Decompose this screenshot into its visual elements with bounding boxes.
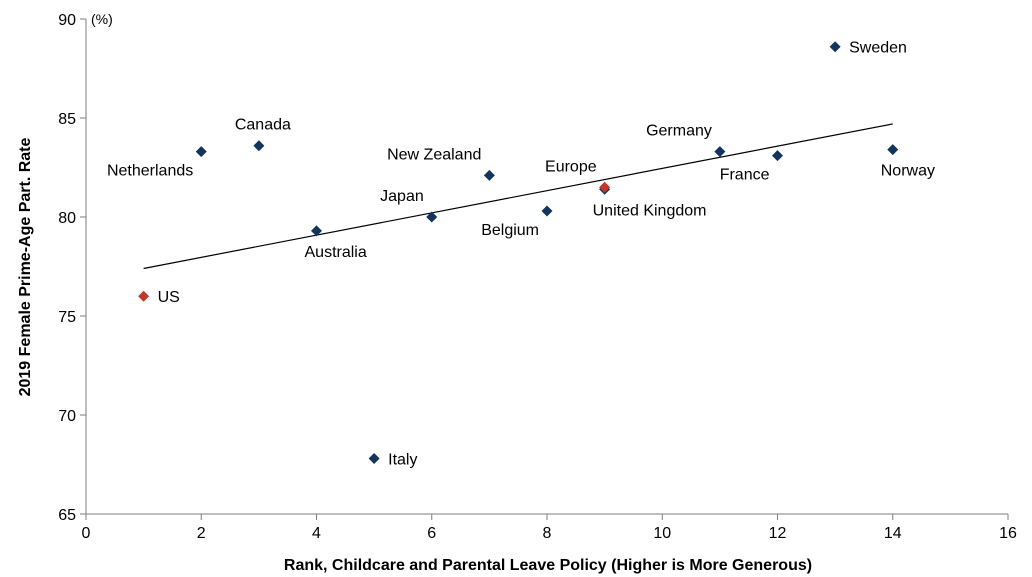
y-tick-label: 90: [58, 12, 76, 29]
point-label-europe: Europe: [545, 158, 597, 175]
y-tick-label: 65: [58, 507, 76, 524]
x-tick-label: 16: [999, 525, 1017, 542]
point-label-new-zealand: New Zealand: [387, 146, 481, 163]
y-tick-label: 80: [58, 210, 76, 227]
data-point-netherlands: [195, 146, 207, 158]
data-point-germany: [714, 146, 726, 158]
point-label-australia: Australia: [305, 244, 367, 261]
point-label-netherlands: Netherlands: [107, 163, 193, 180]
trendline-group: [143, 123, 893, 270]
data-point-belgium: [541, 205, 553, 217]
point-label-france: France: [720, 167, 770, 184]
y-axis-title: 2019 Female Prime-Age Part. Rate: [17, 138, 34, 397]
point-label-belgium: Belgium: [481, 222, 539, 239]
x-tick-label: 12: [769, 525, 787, 542]
y-unit-label: (%): [91, 11, 113, 27]
point-label-germany: Germany: [646, 123, 712, 140]
data-point-australia: [311, 225, 322, 237]
point-label-canada: Canada: [235, 117, 291, 134]
y-axis: 65 70 75 80 85 90: [58, 12, 87, 524]
point-label-japan: Japan: [380, 188, 424, 205]
data-point-italy: [368, 453, 380, 465]
point-label-italy: Italy: [388, 452, 417, 469]
data-point-us: [138, 290, 150, 302]
x-tick-label: 14: [884, 525, 902, 542]
x-tick-label: 10: [653, 525, 671, 542]
data-point-japan: [426, 211, 438, 223]
x-tick-label: 4: [312, 525, 321, 542]
point-label-norway: Norway: [881, 163, 935, 180]
data-points: [138, 41, 899, 465]
x-tick-label: 0: [82, 525, 91, 542]
x-tick-label: 8: [543, 525, 552, 542]
x-tick-label: 2: [197, 525, 206, 542]
data-point-new-zealand: [483, 169, 495, 181]
y-tick-label: 75: [58, 309, 76, 326]
y-tick-label: 85: [58, 111, 76, 128]
point-label-us: US: [158, 289, 180, 306]
trendline: [143, 123, 893, 270]
data-point-sweden: [829, 41, 841, 53]
x-tick-label: 6: [427, 525, 436, 542]
data-point-europe: [599, 181, 611, 193]
data-point-france: [772, 150, 783, 162]
data-point-norway: [887, 144, 899, 156]
y-tick-label: 70: [58, 408, 76, 425]
x-axis: 0 2 4 6 8 10 12 14 16: [82, 513, 1017, 542]
point-label-sweden: Sweden: [849, 40, 907, 57]
point-labels: US Netherlands Canada Australia Italy Japan Ne…: [107, 40, 935, 469]
data-point-canada: [253, 140, 265, 152]
point-label-united-kingdom: United Kingdom: [593, 202, 707, 219]
x-axis-title: Rank, Childcare and Parental Leave Polic…: [284, 557, 812, 574]
